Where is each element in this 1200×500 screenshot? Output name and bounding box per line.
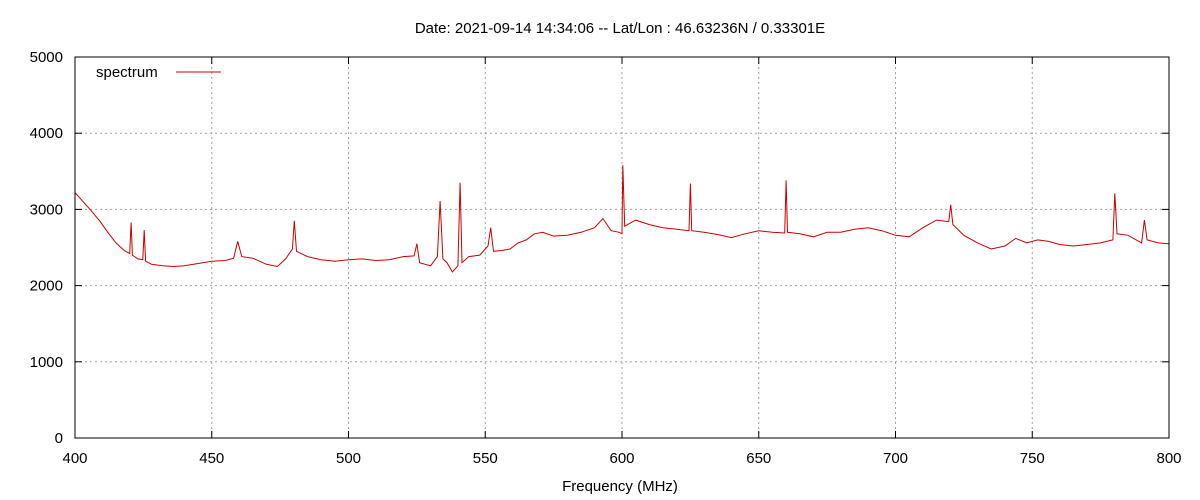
plot-frame bbox=[74, 56, 1170, 439]
y-tick-label: 3000 bbox=[30, 201, 63, 218]
y-tick-label: 1000 bbox=[30, 354, 63, 371]
x-tick-label: 600 bbox=[609, 450, 634, 467]
axis-ticks: 400 450 500 550 600 650 700 750 800 0 1000 2000 3000… bbox=[30, 49, 1182, 467]
x-tick-label: 800 bbox=[1156, 450, 1181, 467]
x-tick-label: 750 bbox=[1020, 450, 1045, 467]
y-tick-label: 5000 bbox=[30, 49, 63, 66]
x-axis-label: Frequency (MHz) bbox=[562, 478, 678, 495]
x-tick-label: 550 bbox=[473, 450, 498, 467]
x-tick-label: 450 bbox=[199, 450, 224, 467]
y-tick-label: 4000 bbox=[30, 125, 63, 142]
legend-label: spectrum bbox=[96, 64, 158, 81]
spectrum-series-line bbox=[74, 165, 1170, 273]
legend: spectrum bbox=[96, 64, 221, 81]
chart-title: Date: 2021-09-14 14:34:06 -- Lat/Lon : 4… bbox=[415, 20, 825, 37]
y-tick-label: 0 bbox=[55, 430, 63, 447]
x-tick-label: 700 bbox=[883, 450, 908, 467]
x-tick-label: 400 bbox=[62, 450, 87, 467]
x-tick-label: 500 bbox=[336, 450, 361, 467]
x-tick-label: 650 bbox=[746, 450, 771, 467]
y-tick-label: 2000 bbox=[30, 278, 63, 295]
